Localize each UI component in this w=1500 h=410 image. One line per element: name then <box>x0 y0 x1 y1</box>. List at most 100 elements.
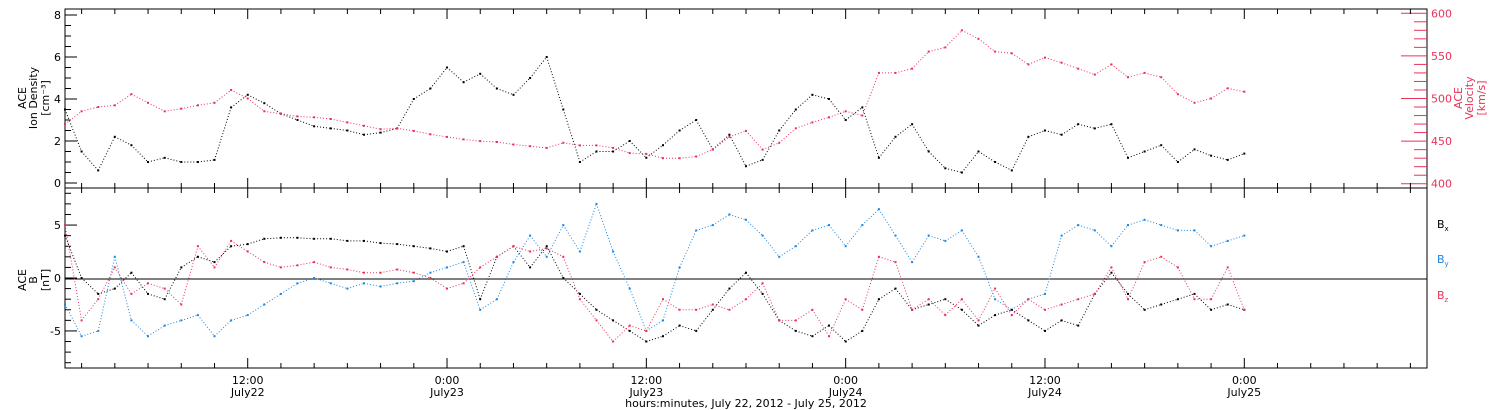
by-trace <box>646 319 664 332</box>
bz-trace <box>1110 267 1129 300</box>
bz-trace <box>1210 267 1229 300</box>
velocity-trace <box>762 142 780 151</box>
density-axis-title-line1: ACE <box>16 87 29 109</box>
bz-trace <box>180 246 199 305</box>
by-trace <box>147 325 165 337</box>
bz-trace <box>994 288 1013 316</box>
by-trace <box>1078 224 1095 231</box>
bz-trace <box>347 269 365 274</box>
bx-trace <box>795 330 813 337</box>
by-trace <box>131 320 149 337</box>
field-tick-label: 0 <box>54 272 61 285</box>
bz-trace <box>828 298 847 337</box>
by-trace <box>778 245 797 258</box>
bz-trace <box>164 288 182 305</box>
by-trace <box>729 214 747 221</box>
date-tick-label: July24 <box>828 386 863 399</box>
bz-trace <box>978 288 996 321</box>
by-trace <box>596 203 614 252</box>
by-trace <box>197 314 215 337</box>
by-trace <box>513 235 531 263</box>
bz-trace <box>629 325 647 332</box>
bx-trace <box>181 256 199 268</box>
velocity-trace <box>347 121 365 127</box>
density-axis-title-line2: Ion Density <box>27 66 40 129</box>
velocity-trace <box>297 115 315 118</box>
density-trace <box>778 109 797 131</box>
bx-trace <box>695 309 714 332</box>
velocity-trace <box>1044 57 1062 64</box>
by-trace <box>496 261 514 300</box>
by-trace <box>911 235 930 263</box>
bx-trace <box>297 237 315 240</box>
bz-trace <box>446 282 464 290</box>
by-trace <box>1061 224 1079 237</box>
by-trace <box>878 208 896 236</box>
bx-trace <box>579 293 597 311</box>
bx-trace <box>529 245 548 268</box>
velocity-trace <box>1160 76 1179 95</box>
density-trace <box>114 136 132 146</box>
density-trace <box>1144 144 1162 152</box>
bx-trace <box>1077 293 1096 326</box>
by-point <box>1243 234 1246 237</box>
bx-trace <box>1227 304 1245 311</box>
density-trace <box>629 140 647 159</box>
bz-trace <box>131 282 149 295</box>
density-trace <box>745 159 763 167</box>
bx-trace <box>1127 293 1145 311</box>
velocity-trace <box>147 102 165 112</box>
velocity-trace <box>131 93 149 104</box>
by-trace <box>629 288 647 332</box>
bz-trace <box>861 256 880 310</box>
density-trace <box>264 102 282 115</box>
velocity-trace <box>1144 72 1162 78</box>
legend-bx: Bx <box>1437 218 1449 233</box>
by-trace <box>762 235 780 258</box>
density-trace <box>247 94 265 104</box>
bx-trace <box>147 293 165 300</box>
velocity-trace <box>978 38 996 52</box>
density-trace <box>1028 130 1046 138</box>
bx-trace <box>878 288 896 300</box>
bz-trace <box>696 304 713 311</box>
velocity-trace <box>1194 98 1212 104</box>
bz-trace <box>313 261 331 268</box>
velocity-trace <box>911 51 930 70</box>
bz-trace <box>579 298 597 321</box>
density-trace <box>1227 153 1245 161</box>
bx-trace <box>330 238 348 242</box>
velocity-trace <box>430 133 448 138</box>
density-trace <box>911 123 930 152</box>
by-trace <box>961 230 979 258</box>
density-trace <box>562 109 581 163</box>
bz-trace <box>297 261 315 266</box>
velocity-trace <box>845 110 863 116</box>
bx-trace <box>861 298 880 332</box>
bx-trace <box>1194 293 1212 311</box>
density-trace <box>845 107 863 121</box>
density-trace <box>878 136 896 159</box>
velocity-trace <box>1011 52 1029 65</box>
velocity-trace <box>98 104 115 108</box>
bx-trace <box>662 325 680 337</box>
density-trace <box>363 132 381 136</box>
velocity-trace <box>812 116 830 123</box>
density-trace <box>612 140 630 152</box>
density-tick-label: 6 <box>54 51 61 64</box>
bz-trace <box>1061 298 1079 305</box>
by-trace <box>1044 235 1063 295</box>
bx-trace <box>961 309 979 326</box>
bx-trace <box>978 314 996 327</box>
velocity-trace <box>861 72 880 116</box>
density-trace <box>1094 123 1112 129</box>
density-velocity-panel <box>64 8 1428 189</box>
bx-trace <box>1028 319 1046 332</box>
bx-trace <box>430 247 448 252</box>
bx-trace <box>845 330 863 342</box>
density-trace <box>895 123 913 138</box>
density-axis-title-line3: [cm⁻³] <box>39 80 52 116</box>
by-trace <box>413 272 431 282</box>
velocity-trace <box>629 152 647 155</box>
